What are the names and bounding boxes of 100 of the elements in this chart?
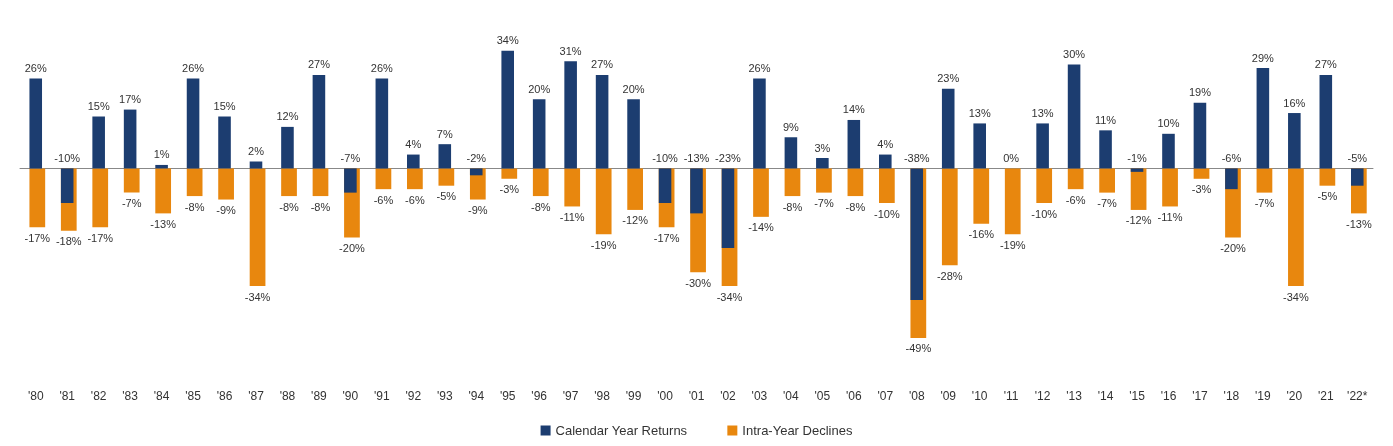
data-label: 31% bbox=[559, 44, 582, 57]
data-label: -38% bbox=[903, 151, 930, 164]
bar bbox=[1288, 168, 1304, 287]
bar bbox=[1256, 68, 1270, 169]
bar bbox=[60, 168, 74, 203]
x-tick-label: '16 bbox=[1160, 389, 1177, 403]
bar bbox=[1193, 102, 1207, 169]
x-tick-label: '01 bbox=[688, 389, 705, 403]
x-tick-label: '11 bbox=[1003, 389, 1019, 403]
data-label: -6% bbox=[405, 193, 425, 206]
bar bbox=[249, 161, 263, 169]
bar bbox=[627, 99, 640, 169]
data-label: -20% bbox=[1220, 242, 1247, 255]
x-tick-label: '14 bbox=[1097, 389, 1114, 403]
data-label: -9% bbox=[468, 204, 488, 217]
data-label: 19% bbox=[1188, 86, 1212, 99]
bar bbox=[501, 50, 514, 169]
data-label: 17% bbox=[119, 93, 142, 106]
x-tick-label: '22* bbox=[1347, 389, 1368, 403]
data-label: 11% bbox=[1094, 113, 1117, 126]
data-label: -49% bbox=[905, 342, 932, 355]
bar bbox=[1004, 168, 1021, 235]
data-label: 4% bbox=[877, 138, 894, 151]
data-label: -19% bbox=[590, 238, 617, 251]
data-label: -7% bbox=[340, 151, 361, 164]
bar bbox=[784, 137, 798, 169]
bar bbox=[1099, 130, 1112, 169]
x-tick-label: '96 bbox=[531, 389, 548, 403]
data-label: 7% bbox=[436, 127, 453, 140]
bar bbox=[29, 78, 43, 169]
data-label: -8% bbox=[845, 200, 866, 213]
bar bbox=[816, 168, 832, 193]
data-label: -10% bbox=[1031, 207, 1058, 220]
legend-label: Calendar Year Returns bbox=[555, 423, 688, 438]
x-tick-label: '17 bbox=[1192, 389, 1209, 403]
x-tick-label: '92 bbox=[405, 389, 422, 403]
x-tick-label: '04 bbox=[783, 389, 800, 403]
bar bbox=[1099, 168, 1115, 193]
x-tick-label: '12 bbox=[1034, 389, 1051, 403]
data-label: -3% bbox=[1191, 183, 1212, 196]
data-label: 23% bbox=[937, 72, 960, 85]
data-label: 27% bbox=[591, 58, 614, 71]
bar bbox=[1067, 168, 1084, 190]
x-tick-label: '98 bbox=[594, 389, 611, 403]
x-tick-label: '89 bbox=[311, 389, 328, 403]
data-label: 9% bbox=[782, 120, 800, 133]
data-label: -14% bbox=[748, 221, 775, 234]
data-label: -10% bbox=[54, 151, 81, 164]
data-label: 13% bbox=[968, 106, 991, 119]
data-label: 26% bbox=[370, 61, 394, 74]
bar bbox=[469, 168, 483, 176]
x-tick-label: '86 bbox=[216, 389, 233, 403]
bar bbox=[1036, 123, 1049, 169]
bar bbox=[847, 168, 864, 197]
bar bbox=[847, 119, 861, 169]
x-tick-label: '00 bbox=[657, 389, 674, 403]
x-tick-label: '80 bbox=[27, 389, 44, 403]
data-label: -10% bbox=[874, 207, 900, 220]
bar bbox=[1067, 64, 1081, 169]
bar bbox=[1350, 168, 1364, 186]
x-tick-label: '09 bbox=[940, 389, 957, 403]
bar bbox=[753, 168, 769, 217]
x-tick-label: '84 bbox=[153, 389, 170, 403]
data-label: -12% bbox=[1125, 214, 1152, 227]
bar bbox=[29, 168, 46, 228]
data-label: -5% bbox=[1317, 190, 1338, 203]
bar bbox=[407, 154, 420, 169]
bar bbox=[595, 168, 612, 235]
bar bbox=[123, 168, 140, 193]
data-label: 2% bbox=[248, 144, 265, 157]
bar bbox=[155, 168, 172, 214]
data-label: -6% bbox=[373, 193, 394, 206]
bar bbox=[941, 88, 955, 169]
bar bbox=[1162, 133, 1175, 169]
data-label: -20% bbox=[339, 242, 366, 255]
x-tick-label: '20 bbox=[1286, 389, 1303, 403]
data-label: -34% bbox=[1283, 290, 1309, 303]
x-tick-label: '83 bbox=[122, 389, 139, 403]
data-label: -17% bbox=[653, 231, 680, 244]
bar bbox=[879, 154, 892, 169]
data-label: -5% bbox=[1347, 151, 1368, 164]
bar bbox=[1036, 168, 1053, 203]
data-label: 3% bbox=[814, 141, 831, 154]
bar bbox=[218, 168, 234, 200]
bar bbox=[1288, 113, 1301, 169]
data-label: 13% bbox=[1031, 106, 1054, 119]
bar bbox=[123, 109, 137, 169]
bar bbox=[1319, 74, 1333, 169]
data-label: -8% bbox=[279, 200, 300, 213]
x-tick-label: '93 bbox=[436, 389, 453, 403]
bar bbox=[92, 116, 105, 169]
x-tick-label: '94 bbox=[468, 389, 485, 403]
bar bbox=[1256, 168, 1273, 193]
x-tick-label: '82 bbox=[90, 389, 107, 403]
bar bbox=[92, 168, 109, 228]
data-label: -13% bbox=[683, 151, 710, 164]
data-label: 26% bbox=[182, 61, 205, 74]
data-label: -6% bbox=[1065, 193, 1086, 206]
data-label: 0% bbox=[1003, 151, 1020, 164]
bar bbox=[1162, 168, 1178, 207]
